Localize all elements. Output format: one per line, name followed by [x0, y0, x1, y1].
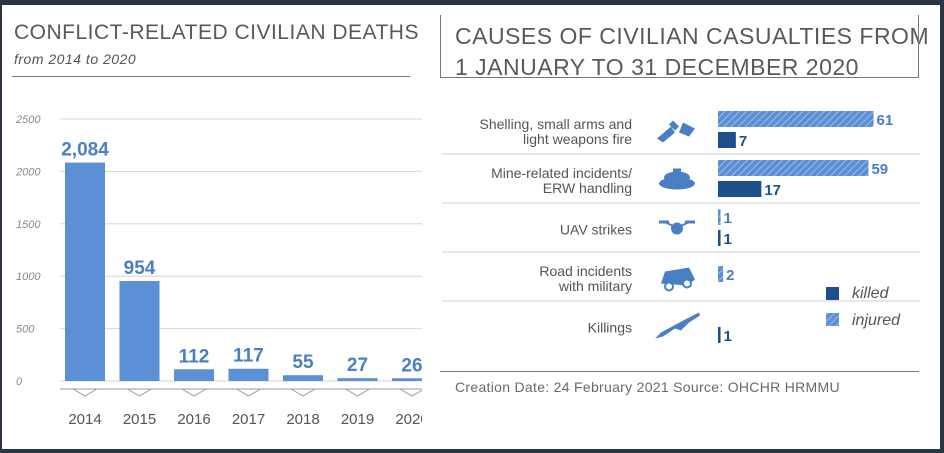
bar-2015 [119, 281, 160, 381]
killed-bar [718, 230, 721, 246]
vehicle-crash-icon [661, 267, 695, 292]
right-title-line2: 1 JANUARY TO 31 DECEMBER 2020 [455, 54, 859, 80]
bar-2017 [228, 368, 269, 381]
x-tick-chevron [345, 388, 370, 397]
legend-label-killed: killed [852, 285, 890, 302]
legend-swatch-killed [826, 287, 839, 300]
bar-value-label: 2,084 [61, 140, 109, 161]
bar-2020 [392, 378, 422, 381]
x-tick-chevron [181, 388, 207, 397]
bar-value-label: 27 [347, 355, 368, 376]
x-tick-chevron [127, 388, 152, 397]
killed-bar [718, 132, 736, 148]
killed-value-label: 1 [724, 328, 732, 345]
bar-value-label: 954 [124, 258, 156, 279]
rifle-icon [655, 312, 700, 339]
cause-label: with military [558, 278, 632, 294]
injured-bar [718, 160, 869, 176]
bar-value-label: 117 [233, 346, 264, 367]
explosion-icon [657, 120, 695, 143]
bar-value-label: 55 [292, 352, 314, 373]
injured-value-label: 2 [726, 267, 734, 284]
death-bar-chart: 0 500 1000 1500 2000 2500 2,084 2014 954 2015 112 2… [15, 114, 422, 428]
y-tick-label: 1500 [16, 219, 41, 231]
left-title-rule [12, 76, 410, 77]
cause-label: UAV strikes [560, 222, 632, 238]
legend-swatch-injured [826, 313, 839, 326]
y-tick-label: 2500 [15, 114, 41, 126]
left-chart-subtitle: from 2014 to 2020 [14, 51, 137, 67]
chart-legend: killed injured [826, 285, 901, 329]
x-tick-label: 2016 [177, 411, 210, 428]
x-tick-chevron [399, 388, 422, 397]
killed-value-label: 1 [724, 231, 732, 248]
killed-value-label: 17 [764, 182, 781, 199]
bar-2019 [337, 378, 378, 381]
landmine-icon [659, 168, 695, 190]
right-chart-title: CAUSES OF CIVILIAN CASUALTIES FROM 1 JAN… [455, 21, 929, 83]
injured-bar [718, 209, 721, 225]
x-tick-chevron [290, 388, 316, 397]
right-title-divider-right [918, 15, 919, 77]
x-tick-label: 2020 [395, 411, 422, 428]
footer-rule [440, 371, 919, 372]
injured-bar [718, 111, 874, 127]
killed-value-label: 7 [739, 133, 747, 150]
x-tick-label: 2018 [286, 411, 319, 428]
cause-label: Road incidents [539, 263, 632, 279]
drone-icon [659, 220, 695, 235]
right-title-divider [440, 15, 441, 77]
cause-label: ERW handling [543, 180, 632, 196]
legend-label-injured: injured [852, 312, 901, 329]
x-tick-chevron [236, 388, 261, 397]
x-tick-label: 2015 [123, 411, 156, 428]
footer-source: Creation Date: 24 February 2021 Source: … [455, 379, 840, 395]
bar-value-label: 112 [179, 346, 210, 367]
bar-2014 [65, 162, 105, 381]
injured-value-label: 61 [877, 112, 894, 129]
x-tick-chevron [72, 388, 98, 397]
x-tick-label: 2014 [68, 411, 101, 428]
bar-value-label: 26 [401, 355, 422, 376]
bar-2018 [283, 375, 323, 381]
y-tick-label: 500 [16, 324, 35, 336]
right-title-rule [440, 77, 919, 78]
injured-bar [718, 266, 724, 282]
cause-label: Shelling, small arms and [479, 116, 632, 132]
injured-value-label: 1 [724, 210, 732, 227]
y-tick-label: 2000 [15, 166, 41, 178]
x-tick-label: 2019 [341, 411, 374, 428]
y-tick-label: 1000 [16, 271, 41, 283]
killed-bar [718, 327, 721, 343]
cause-label: Mine-related incidents/ [491, 165, 632, 181]
y-tick-label: 0 [16, 376, 23, 388]
left-chart-title: CONFLICT-RELATED CIVILIAN DEATHS [14, 21, 419, 44]
cause-label: Killings [588, 320, 632, 336]
right-title-line1: CAUSES OF CIVILIAN CASUALTIES FROM [455, 23, 930, 49]
killed-bar [718, 181, 762, 197]
injured-value-label: 59 [871, 161, 888, 178]
bar-2016 [174, 369, 214, 381]
cause-label: light weapons fire [523, 131, 632, 147]
x-tick-label: 2017 [232, 411, 265, 428]
